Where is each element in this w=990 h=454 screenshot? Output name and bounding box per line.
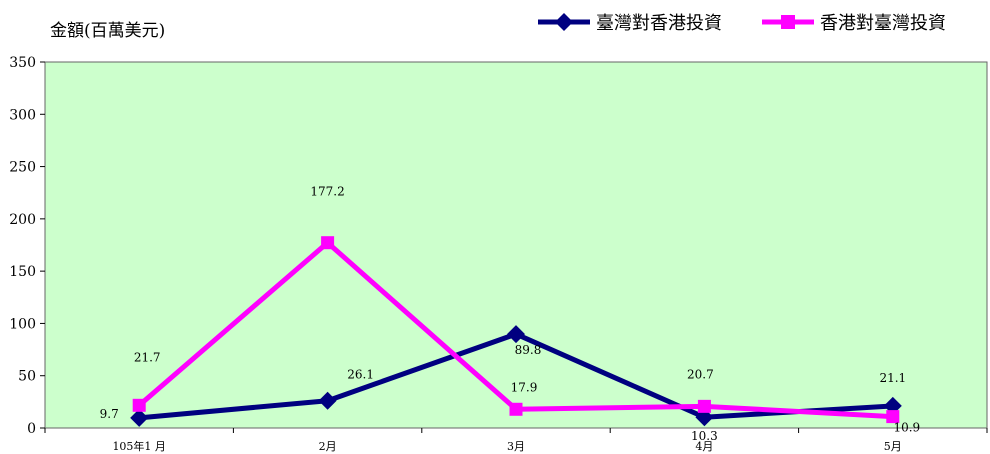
data-point-square	[321, 236, 335, 250]
y-tick-label: 200	[9, 212, 36, 228]
y-tick-label: 50	[18, 369, 36, 385]
y-tick-label: 300	[9, 107, 36, 123]
y-axis-title: 金額(百萬美元)	[50, 21, 165, 41]
legend: 臺灣對香港投資 香港對臺灣投資	[538, 13, 946, 34]
x-tick-label: 2月	[319, 440, 337, 453]
x-tick-label: 3月	[507, 440, 525, 453]
y-tick-label: 150	[9, 264, 36, 280]
legend-square-marker	[781, 15, 795, 29]
data-label: 26.1	[347, 368, 374, 382]
plot-area	[44, 61, 988, 429]
data-label: 177.2	[310, 185, 344, 199]
data-label: 21.7	[134, 350, 161, 364]
y-tick-label: 250	[9, 160, 36, 176]
data-point-diamond	[507, 325, 525, 344]
data-point-diamond	[130, 408, 149, 427]
data-label: 89.8	[515, 343, 542, 357]
data-point-diamond	[318, 391, 337, 410]
data-label: 21.1	[879, 371, 906, 385]
data-label: 20.7	[687, 367, 714, 381]
x-tick-label: 105年1 月	[112, 439, 166, 453]
data-point-square	[886, 410, 900, 424]
data-point-square	[132, 398, 146, 412]
data-label: 10.9	[893, 421, 920, 435]
legend-label: 臺灣對香港投資	[596, 13, 722, 34]
x-tick-label: 4月	[695, 440, 713, 453]
y-tick-label: 100	[9, 316, 36, 332]
data-label: 10.3	[691, 429, 718, 443]
data-point-square	[509, 402, 523, 416]
legend-label: 香港對臺灣投資	[820, 13, 946, 34]
legend-diamond-marker	[555, 13, 573, 31]
y-tick-label: 350	[9, 55, 36, 71]
data-label: 17.9	[511, 380, 538, 394]
y-tick-label: 0	[27, 421, 36, 437]
data-point-square	[697, 399, 711, 413]
data-label: 9.7	[100, 407, 119, 421]
x-tick-label: 5月	[884, 440, 902, 453]
